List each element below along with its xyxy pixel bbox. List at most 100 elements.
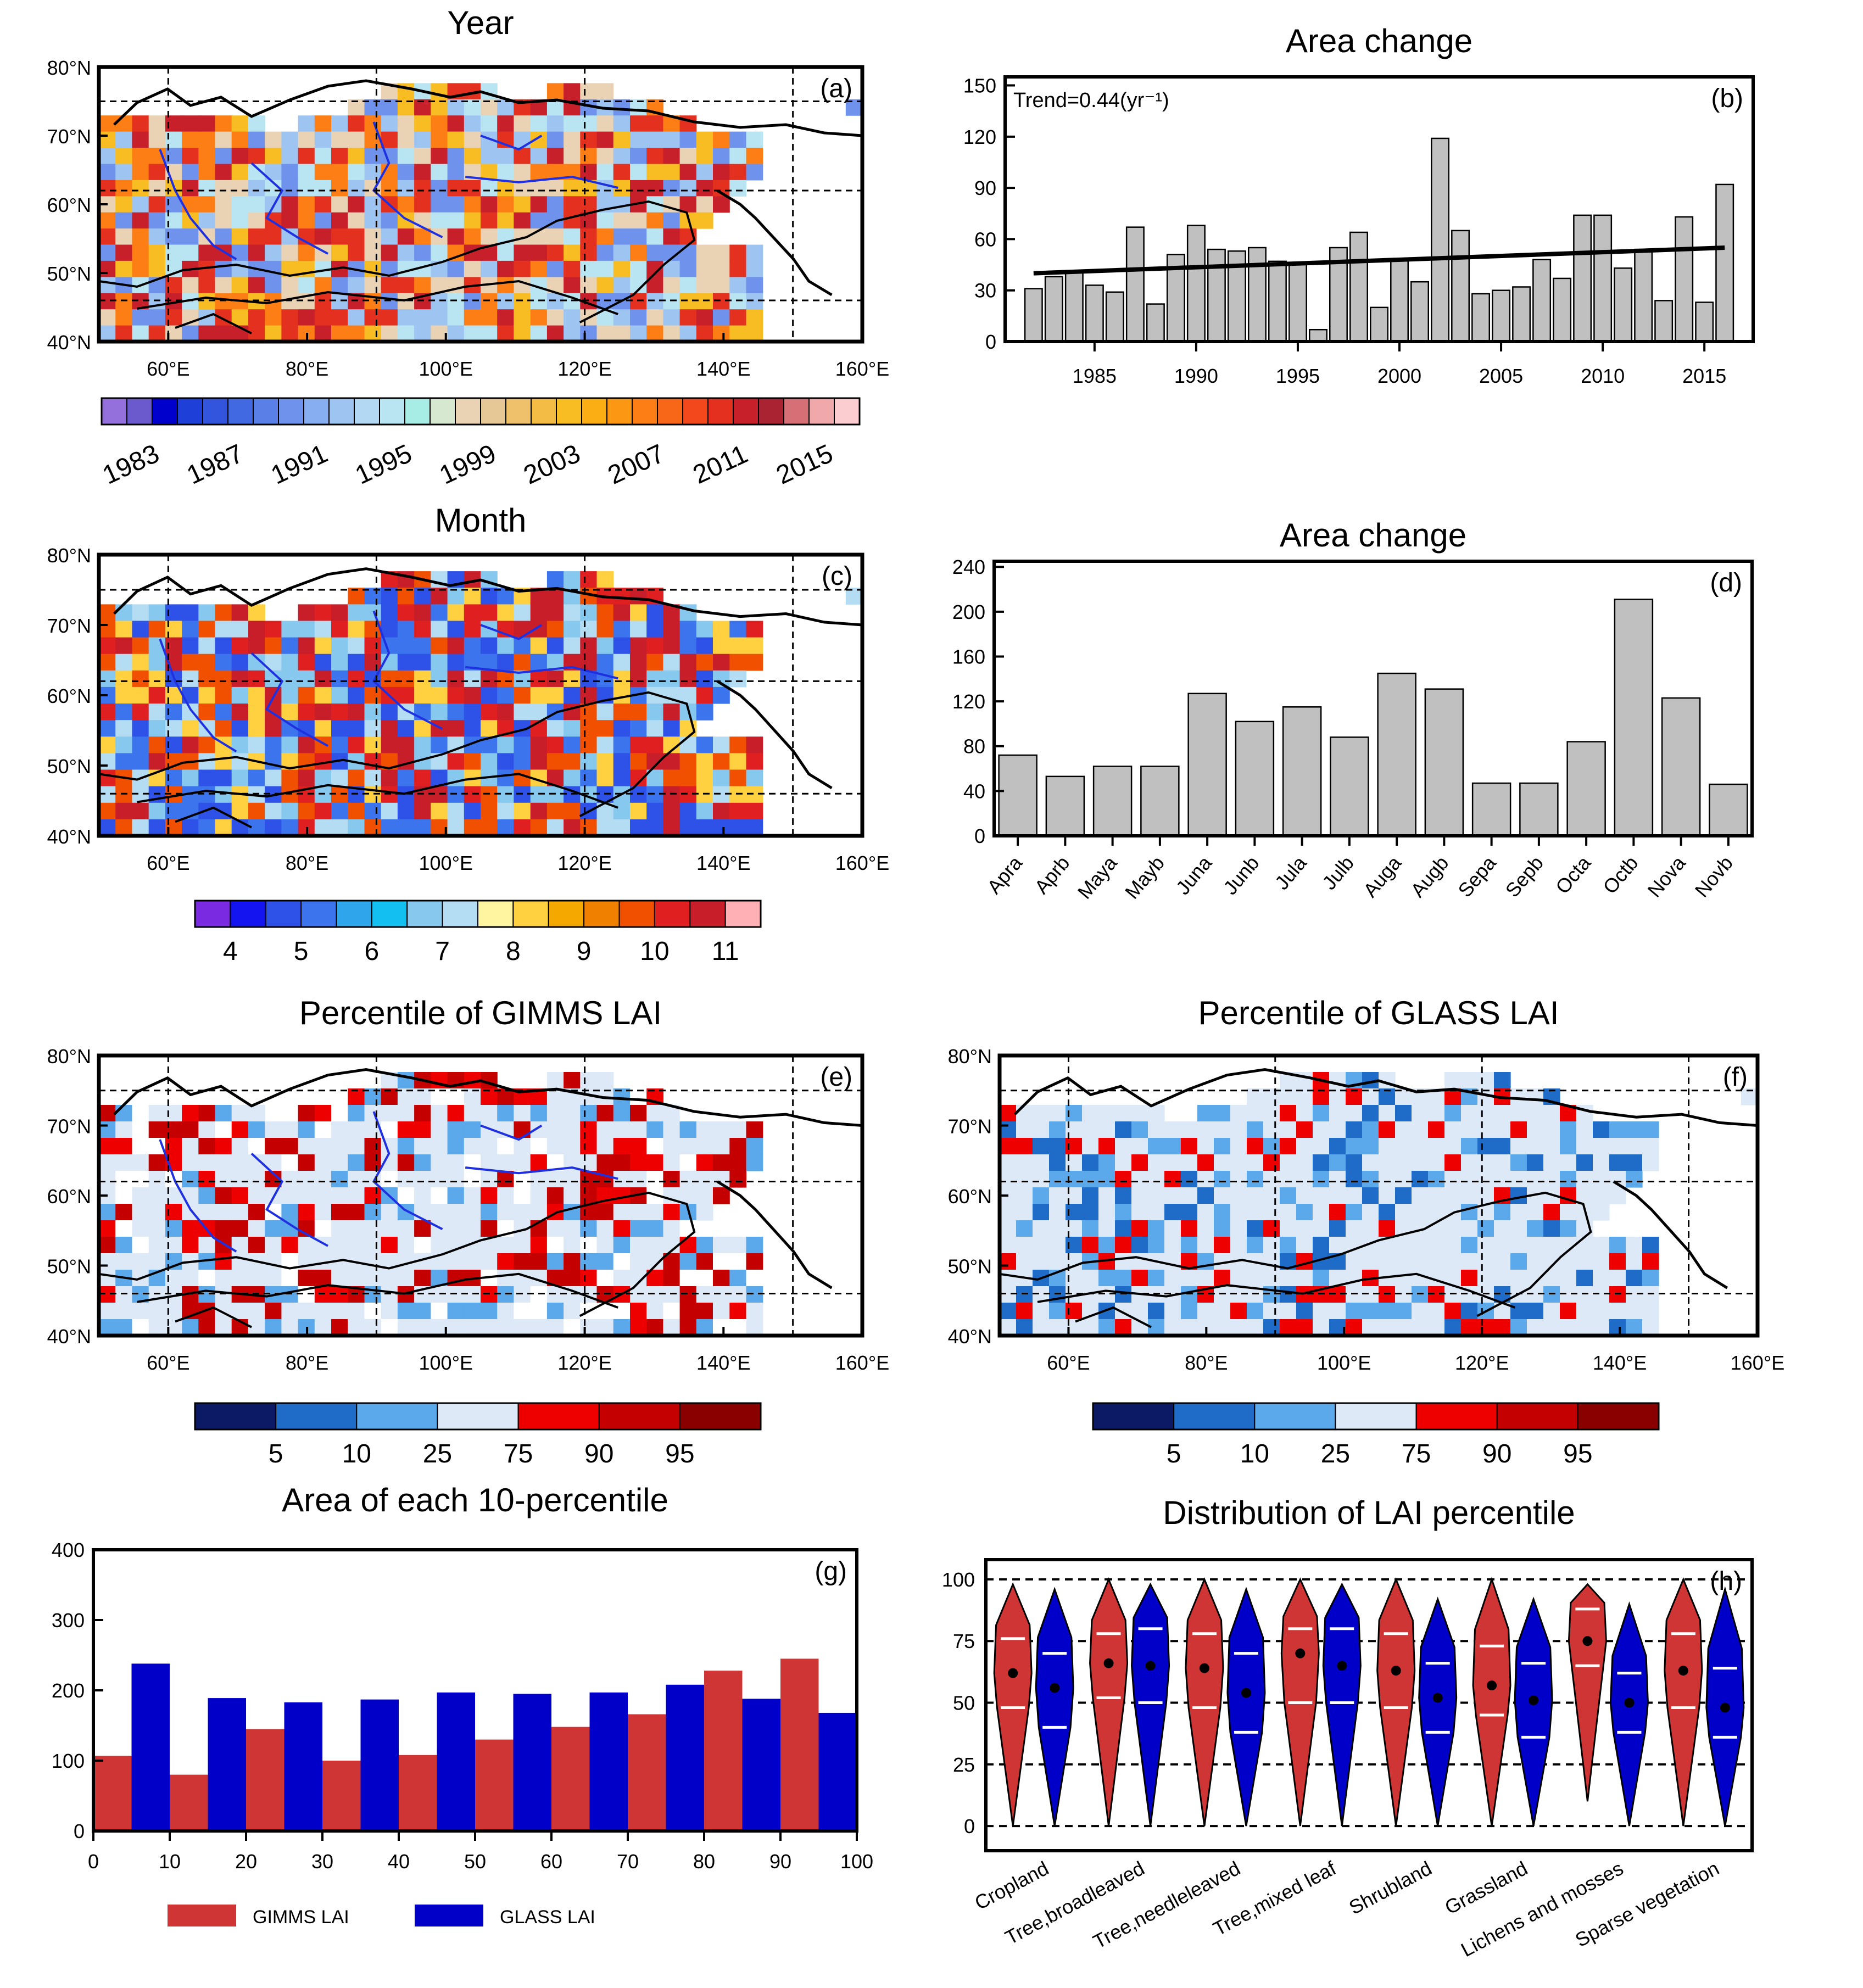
map-cell [481, 309, 498, 326]
map-cell [1247, 1319, 1264, 1336]
map-cell [115, 720, 132, 737]
map-cell [646, 819, 663, 836]
map-cell [546, 1072, 564, 1089]
map-cell [99, 1105, 116, 1122]
lon-label: 120°E [557, 852, 611, 874]
map-cell [447, 228, 465, 245]
map-cell [497, 637, 514, 655]
map-cell [1000, 1154, 1017, 1171]
map-cell [696, 277, 713, 294]
bar [1370, 306, 1388, 343]
map-cell [464, 131, 481, 148]
map-cell [530, 1237, 548, 1254]
map-cell [1313, 1220, 1330, 1237]
map-cell [546, 1138, 564, 1155]
map-cell [99, 180, 116, 197]
map-cell [1527, 1204, 1544, 1221]
map-cell [713, 621, 730, 638]
map-cell [1296, 1121, 1313, 1138]
map-cell [148, 115, 166, 132]
lat-label: 80°N [948, 1045, 992, 1068]
map-cell [481, 720, 498, 737]
map-cell [215, 604, 232, 622]
map-cell [696, 1270, 713, 1287]
map-cell [1214, 1154, 1231, 1171]
map-cell [1510, 1105, 1527, 1122]
map-cell [1082, 1220, 1099, 1237]
map-cell [1280, 1154, 1297, 1171]
map-cell [546, 293, 564, 310]
map-cell [148, 1220, 166, 1237]
map-cell [1346, 1187, 1363, 1204]
map-cell [1197, 1187, 1214, 1204]
legend-label-gimms: GIMMS LAI [253, 1907, 349, 1928]
map-cell [464, 1121, 481, 1138]
map-cell [746, 325, 763, 342]
map-cell [679, 325, 697, 342]
map-cell [464, 228, 481, 245]
map-cell [546, 131, 564, 148]
map-cell [546, 148, 564, 165]
map-cell [481, 670, 498, 688]
map-cell [381, 293, 398, 310]
map-cell [348, 686, 365, 704]
colorbar-swatch [202, 398, 228, 425]
map-cell [1477, 1220, 1494, 1237]
map-cell [364, 148, 382, 165]
map-cell [1197, 1105, 1214, 1122]
map-cell [646, 212, 663, 229]
colorbar-swatch [404, 398, 431, 425]
map-cell [1098, 1220, 1115, 1237]
bar [998, 754, 1038, 837]
map-cell [1576, 1121, 1593, 1138]
map-cell [646, 244, 663, 261]
map-cell [348, 604, 365, 622]
map-cell [713, 1319, 730, 1336]
violin-body [1226, 1587, 1266, 1827]
map-cell [397, 309, 415, 326]
map-cell [530, 802, 548, 820]
map-cell [1379, 1253, 1396, 1270]
lon-label: 120°E [557, 358, 611, 380]
map-cell [679, 309, 697, 326]
map-cell [1346, 1105, 1363, 1122]
colorbar-swatch [689, 900, 726, 928]
country-border [137, 1272, 618, 1309]
map-cell [1444, 1303, 1462, 1320]
map-cell [546, 260, 564, 277]
map-cell [1230, 1220, 1247, 1237]
map-cell [1510, 1138, 1527, 1155]
map-cell [564, 753, 581, 770]
map-cell [1082, 1237, 1099, 1254]
map-cell [447, 819, 465, 836]
map-cell [646, 786, 663, 803]
map-cell [746, 654, 763, 671]
map-cell [99, 260, 116, 277]
map-cell [713, 131, 730, 148]
bar-glass [208, 1698, 246, 1831]
colorbar-swatch [328, 398, 355, 425]
map-cell [1164, 1319, 1181, 1336]
map-cell [99, 277, 116, 294]
map-cell [381, 1121, 398, 1138]
map-cell [679, 1253, 697, 1270]
river [465, 175, 618, 189]
map-cell [613, 212, 631, 229]
map-cell [397, 720, 415, 737]
map-cell [663, 1171, 681, 1188]
map-cell [1197, 1154, 1214, 1171]
map-cell [99, 654, 116, 671]
map-cell [729, 325, 747, 342]
map-cell [314, 1154, 332, 1171]
map-cell [281, 293, 299, 310]
map-cell [1527, 1121, 1544, 1138]
map-cell [464, 1204, 481, 1221]
map-cell [596, 277, 614, 294]
map-title-a: Year [447, 4, 514, 41]
map-cell [1593, 1286, 1610, 1303]
map-cell [381, 720, 398, 737]
colorbar-swatch [278, 398, 304, 425]
map-cell [564, 1187, 581, 1204]
map-cell [431, 670, 448, 688]
map-cell [1247, 1237, 1264, 1254]
